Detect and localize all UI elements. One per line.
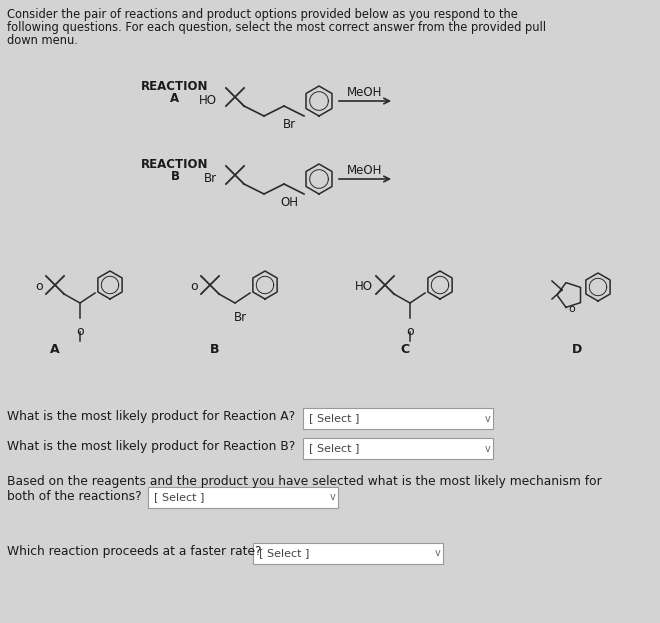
Text: B: B [211,343,220,356]
Text: Br: Br [204,173,217,186]
Text: A: A [50,343,60,356]
Text: What is the most likely product for Reaction A?: What is the most likely product for Reac… [7,410,295,423]
Text: v: v [330,493,336,503]
Text: o: o [36,280,43,293]
Text: [ Select ]: [ Select ] [309,414,360,424]
Text: Based on the reagents and the product you have selected what is the most likely : Based on the reagents and the product yo… [7,475,602,488]
Text: MeOH: MeOH [347,164,383,178]
Text: MeOH: MeOH [347,87,383,100]
Text: v: v [485,444,491,454]
Text: Br: Br [234,311,247,324]
Bar [253,543,443,564]
Text: o: o [190,280,198,293]
Text: OH: OH [280,196,298,209]
Text: D: D [572,343,582,356]
Text: B: B [170,170,180,183]
Text: o: o [406,325,414,338]
Bar [148,487,338,508]
Text: REACTION: REACTION [141,158,209,171]
Text: HO: HO [199,95,217,108]
Text: v: v [485,414,491,424]
Text: A: A [170,92,180,105]
Text: [ Select ]: [ Select ] [259,548,310,558]
Text: Br: Br [282,118,296,131]
Bar [303,438,493,459]
Bar [303,408,493,429]
Text: REACTION: REACTION [141,80,209,93]
Text: o: o [569,304,576,314]
Text: Consider the pair of reactions and product options provided below as you respond: Consider the pair of reactions and produ… [7,8,518,21]
Text: C: C [401,343,410,356]
Text: o: o [76,325,84,338]
Text: HO: HO [355,280,373,293]
Text: v: v [435,548,441,558]
Text: following questions. For each question, select the most correct answer from the : following questions. For each question, … [7,21,546,34]
Text: both of the reactions?: both of the reactions? [7,490,142,503]
Text: down menu.: down menu. [7,34,78,47]
Text: [ Select ]: [ Select ] [154,493,205,503]
Text: Which reaction proceeds at a faster rate?: Which reaction proceeds at a faster rate… [7,545,261,558]
Text: What is the most likely product for Reaction B?: What is the most likely product for Reac… [7,440,295,453]
Text: [ Select ]: [ Select ] [309,444,360,454]
